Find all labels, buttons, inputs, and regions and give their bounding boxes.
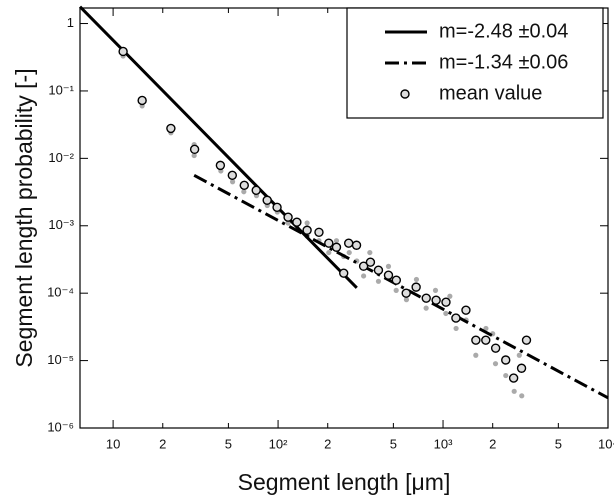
legend-label: m=-1.34 ±0.06 — [439, 51, 568, 73]
mean-point — [365, 257, 376, 267]
mean-point — [421, 293, 431, 303]
x-tick-label: 5 — [390, 436, 397, 451]
mean-point — [302, 225, 312, 235]
mean-point — [324, 238, 334, 248]
mean-point — [461, 305, 471, 315]
y-tick-label: 10⁻¹ — [48, 82, 74, 97]
mean-point — [343, 238, 354, 248]
mean-point — [239, 180, 249, 191]
sample-point — [443, 310, 449, 317]
sample-point — [403, 297, 410, 303]
sample-point — [423, 305, 429, 311]
mean-point — [292, 217, 302, 227]
mean-point — [490, 343, 501, 353]
y-tick-label: 1 — [67, 15, 74, 30]
mean-point — [501, 355, 511, 365]
sample-point — [304, 220, 310, 226]
mean-point — [481, 335, 491, 345]
sample-point — [229, 179, 236, 185]
mean-point — [441, 297, 451, 307]
mean-point — [331, 242, 342, 252]
x-tick-label: 10 — [106, 436, 120, 451]
mean-point — [272, 202, 282, 212]
sample-point — [367, 249, 373, 256]
sample-point — [326, 249, 332, 256]
mean-point — [383, 270, 394, 280]
legend-marker — [400, 89, 410, 99]
mean-point — [118, 46, 128, 57]
mean-point — [227, 170, 238, 181]
sample-point — [453, 325, 459, 332]
sample-point — [375, 278, 382, 284]
sample-point — [447, 293, 453, 299]
x-tick-label: 2 — [159, 436, 166, 451]
mean-point — [431, 295, 441, 305]
y-tick-label: 10⁻⁴ — [47, 285, 74, 300]
plot-frame — [79, 7, 609, 429]
mean-point — [166, 123, 176, 134]
mean-point — [262, 195, 272, 205]
x-tick-label: 5 — [555, 436, 562, 451]
mean-point — [189, 144, 200, 155]
mean-point — [251, 185, 261, 195]
mean-point — [516, 363, 527, 373]
mean-point — [351, 240, 362, 250]
sample-point — [503, 372, 509, 379]
sample-point — [241, 189, 247, 195]
x-tick-label: 10³ — [434, 436, 453, 451]
y-tick-label: 10⁻⁶ — [47, 419, 74, 434]
mean-point — [137, 95, 147, 106]
sample-point — [346, 249, 352, 256]
mean-point — [215, 160, 226, 171]
y-tick-label: 10⁻² — [48, 150, 74, 165]
sample-point — [393, 287, 399, 293]
sample-point — [492, 361, 499, 367]
x-tick-label: 2 — [324, 436, 331, 451]
sample-point — [333, 238, 340, 244]
y-tick-label: 10⁻³ — [48, 217, 74, 232]
y-axis-label: Segment length probability [-] — [11, 68, 37, 367]
sample-point — [516, 352, 522, 358]
sample-point — [511, 388, 517, 394]
mean-point — [521, 335, 532, 345]
sample-point — [361, 273, 367, 279]
mean-point — [451, 313, 461, 323]
sample-point — [473, 352, 479, 358]
sample-point — [413, 276, 420, 283]
mean-point — [401, 288, 411, 298]
x-axis-label: Segment length [μm] — [238, 469, 451, 495]
legend-label: mean value — [439, 82, 542, 104]
mean-point — [508, 373, 519, 383]
sample-point — [191, 152, 197, 159]
mean-point — [314, 227, 324, 237]
mean-point — [391, 275, 402, 285]
mean-point — [411, 282, 421, 292]
legend-label: m=-2.48 ±0.04 — [439, 20, 568, 42]
sample-point — [483, 325, 489, 332]
x-tick-label: 10⁴ — [598, 436, 614, 451]
x-tick-label: 2 — [489, 436, 496, 451]
mean-point — [339, 268, 349, 278]
sample-point — [432, 287, 439, 293]
mean-point — [373, 265, 384, 275]
sample-point — [385, 263, 392, 269]
fit-line — [193, 174, 609, 400]
y-tick-label: 10⁻⁵ — [47, 352, 74, 367]
mean-point — [358, 261, 369, 271]
mean-point — [283, 212, 293, 222]
mean-point — [471, 335, 481, 345]
sample-point — [519, 393, 525, 399]
x-tick-label: 5 — [225, 436, 232, 451]
x-tick-label: 10² — [269, 436, 288, 451]
